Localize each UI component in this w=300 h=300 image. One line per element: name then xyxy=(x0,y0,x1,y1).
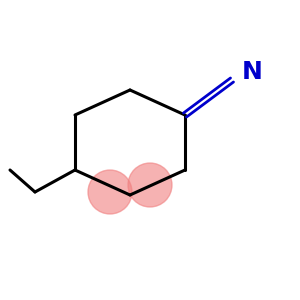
Circle shape xyxy=(88,170,132,214)
Circle shape xyxy=(128,163,172,207)
Text: N: N xyxy=(242,60,263,84)
